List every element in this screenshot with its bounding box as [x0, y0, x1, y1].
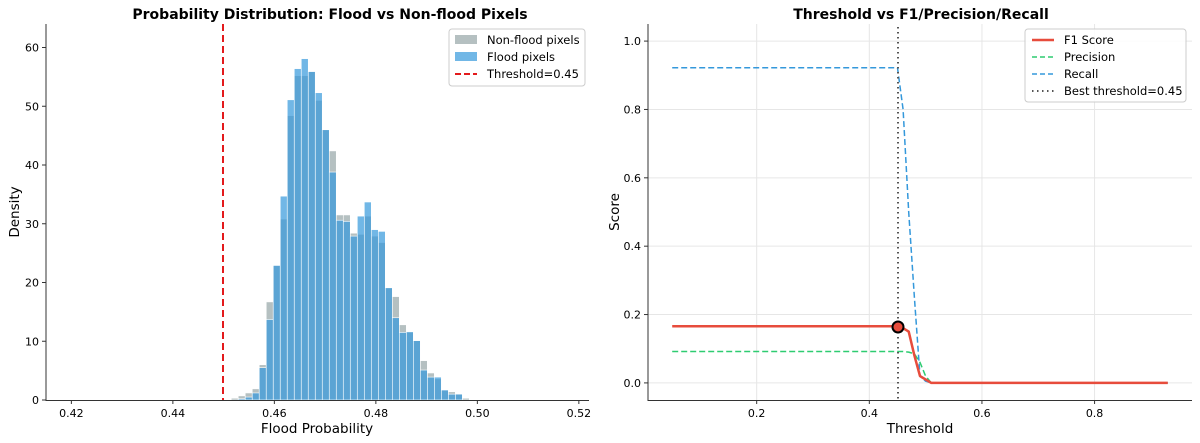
legend-label-best-threshold: Best threshold=0.45: [1064, 84, 1183, 98]
flood-bar: [300, 58, 309, 401]
flood-bar: [265, 319, 274, 401]
legend-label-threshold: Threshold=0.45: [486, 67, 579, 81]
left-x-label: Flood Probability: [261, 421, 373, 437]
metric-lines: [672, 67, 1168, 385]
legend-label-precision: Precision: [1064, 50, 1115, 64]
x-tick-label: 0.8: [1086, 407, 1104, 420]
y-tick-label: 20: [25, 277, 39, 290]
y-tick-label: 0.6: [624, 172, 642, 185]
x-tick-label: 0.46: [262, 407, 287, 420]
flood-bar: [237, 398, 246, 401]
flood-bar: [434, 376, 442, 401]
x-tick-label: 0.44: [161, 407, 186, 420]
flood-bar: [399, 332, 407, 401]
flood-bar: [349, 235, 358, 401]
right-y-ticks: 0.0 0.2 0.4 0.6 0.8 1.0: [624, 35, 648, 390]
x-tick-label: 0.52: [567, 407, 592, 420]
legend-label-flood: Flood pixels: [487, 50, 555, 64]
flood-bar: [363, 201, 372, 401]
x-tick-label: 0.42: [59, 407, 84, 420]
recall-line: [672, 67, 1168, 384]
histogram-chart: Probability Distribution: Flood vs Non-f…: [7, 7, 591, 437]
flood-bar: [413, 340, 421, 401]
right-chart-title: Threshold vs F1/Precision/Recall: [793, 7, 1049, 23]
flood-bar: [251, 392, 260, 401]
flood-bar: [441, 389, 449, 401]
flood-bar: [342, 221, 351, 401]
y-tick-label: 0.2: [624, 309, 642, 322]
x-tick-label: 0.48: [364, 407, 389, 420]
left-chart-title: Probability Distribution: Flood vs Non-f…: [132, 7, 527, 23]
flood-bar: [244, 396, 253, 401]
flood-bar: [455, 393, 463, 401]
flood-bar: [356, 215, 365, 401]
flood-bar: [420, 369, 428, 401]
flood-bar: [321, 129, 330, 401]
f1-score-line: [672, 324, 1168, 385]
flood-bar: [370, 229, 379, 401]
flood-bar: [427, 376, 435, 401]
legend-swatch-flood: [455, 52, 477, 61]
y-tick-label: 10: [25, 335, 39, 348]
y-tick-label: 0.0: [624, 377, 642, 390]
right-x-ticks: 0.2 0.4 0.6 0.8: [748, 400, 1103, 420]
flood-bar: [272, 265, 281, 401]
legend-label-nonflood: Non-flood pixels: [487, 33, 580, 47]
y-tick-label: 30: [25, 218, 39, 231]
flood-bar: [384, 287, 393, 401]
nonflood-bar: [462, 397, 470, 401]
threshold-metrics-chart: Threshold vs F1/Precision/Recall 0.00.20…: [607, 7, 1192, 437]
y-tick-label: 0: [32, 394, 39, 407]
right-legend: F1 Score Precision Recall Best threshold…: [1024, 28, 1187, 103]
y-tick-label: 50: [25, 100, 39, 113]
y-tick-label: 1.0: [624, 35, 642, 48]
left-y-ticks: 0 10 20 30 40 50 60: [25, 42, 46, 407]
flood-bar: [293, 68, 302, 401]
left-legend: Non-flood pixels Flood pixels Threshold=…: [448, 28, 586, 87]
flood-bar: [307, 71, 316, 401]
y-tick-label: 40: [25, 159, 39, 172]
flood-bar: [258, 367, 267, 401]
x-tick-label: 0.2: [748, 407, 766, 420]
right-y-label: Score: [607, 193, 623, 231]
x-tick-label: 0.50: [465, 407, 490, 420]
flood-bar: [314, 92, 323, 401]
nonflood-bar: [230, 397, 239, 401]
right-x-label: Threshold: [886, 421, 954, 437]
histogram-bars: [230, 58, 470, 401]
flood-bar: [328, 171, 337, 401]
flood-bar: [406, 331, 414, 401]
y-tick-label: 0.8: [624, 103, 642, 116]
flood-bar: [279, 195, 288, 401]
legend-swatch-nonflood: [455, 35, 477, 44]
left-y-label: Density: [7, 186, 23, 237]
flood-bar: [448, 393, 456, 401]
left-x-ticks: 0.42 0.44 0.46 0.48 0.50 0.52: [59, 400, 591, 420]
x-tick-label: 0.4: [861, 407, 879, 420]
flood-bar: [377, 231, 386, 401]
x-tick-label: 0.6: [973, 407, 991, 420]
legend-label-recall: Recall: [1064, 67, 1098, 81]
y-tick-label: 60: [25, 42, 39, 55]
best-threshold-marker: [891, 320, 905, 334]
y-tick-label: 0.4: [624, 240, 642, 253]
legend-label-f1: F1 Score: [1064, 33, 1114, 47]
right-grid: [648, 24, 1192, 400]
flood-bar: [391, 317, 400, 401]
flood-bar: [335, 219, 344, 401]
flood-bar: [286, 99, 295, 401]
